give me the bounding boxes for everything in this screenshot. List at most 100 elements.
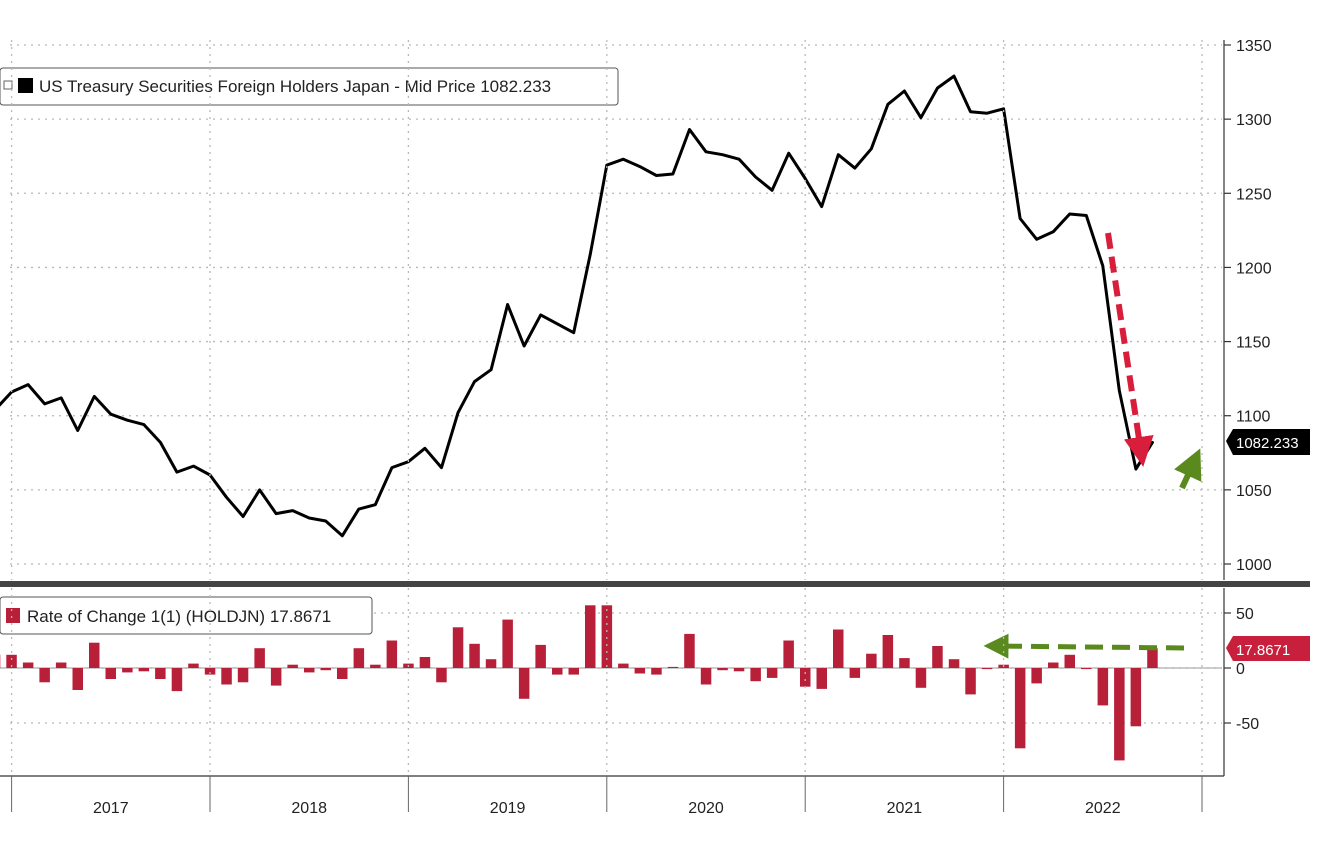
- roc-bar: [452, 627, 464, 668]
- roc-bar: [750, 668, 761, 682]
- roc-bar: [221, 668, 232, 685]
- roc-bar: [188, 663, 199, 668]
- roc-bar: [171, 668, 183, 692]
- price-legend-label: US Treasury Securities Foreign Holders J…: [39, 77, 551, 96]
- roc-bar: [915, 668, 927, 688]
- price-tick-label: 1050: [1236, 483, 1272, 500]
- roc-bar: [651, 668, 662, 675]
- roc-bar: [6, 654, 17, 668]
- roc-bar: [485, 659, 497, 668]
- roc-bar: [270, 668, 282, 686]
- price-legend: US Treasury Securities Foreign Holders J…: [0, 67, 619, 106]
- roc-bar: [1064, 654, 1075, 668]
- roc-legend-label: Rate of Change 1(1) (HOLDJN) 17.8671: [27, 607, 331, 626]
- roc-bar: [39, 668, 50, 683]
- flat-comparison-arrow-icon: [983, 633, 1185, 659]
- roc-bar: [1097, 668, 1109, 706]
- roc-bar: [667, 666, 679, 668]
- roc-bar: [254, 648, 265, 668]
- year-label: 2018: [291, 800, 327, 817]
- legend-swatch-price: [18, 78, 33, 93]
- roc-bar: [733, 668, 745, 672]
- roc-bar: [535, 644, 546, 668]
- panel-separator: [0, 581, 1310, 587]
- roc-bar: [1031, 668, 1042, 684]
- roc-bar: [122, 668, 133, 673]
- year-labels: 2017 2018 2019 2020 2021 2022: [93, 800, 1121, 817]
- roc-bar: [469, 643, 480, 668]
- roc-y-axis: -50 0 50: [1224, 606, 1259, 733]
- rate-of-change-panel: -50 0 50 Rate of Change 1(1) (HOLDJN) 17.8…: [0, 588, 1310, 776]
- roc-bar: [89, 642, 100, 668]
- year-label: 2022: [1085, 800, 1121, 817]
- roc-bar: [337, 668, 348, 679]
- roc-bar: [849, 668, 861, 678]
- roc-bar: [965, 668, 976, 695]
- roc-bar: [1014, 668, 1026, 749]
- roc-last-value-label: 17.8671: [1236, 642, 1290, 659]
- roc-bar: [22, 662, 34, 668]
- price-tick-label: 1300: [1236, 112, 1272, 129]
- roc-bar: [634, 668, 646, 674]
- roc-bar: [386, 640, 398, 668]
- roc-bar: [700, 668, 712, 685]
- roc-bar: [684, 633, 695, 668]
- roc-legend: Rate of Change 1(1) (HOLDJN) 17.8671: [0, 596, 373, 635]
- roc-bar: [138, 668, 150, 672]
- price-series-line: [0, 74, 1154, 538]
- roc-bar: [981, 668, 993, 670]
- roc-bar: [55, 662, 67, 668]
- roc-bar: [304, 668, 315, 673]
- roc-bar: [618, 663, 629, 668]
- price-tick-label: 1150: [1236, 335, 1271, 352]
- roc-tick-label: -50: [1236, 716, 1259, 733]
- roc-bar: [1147, 648, 1158, 668]
- roc-bar: [568, 668, 579, 675]
- roc-bar: [353, 648, 365, 668]
- roc-bar: [717, 668, 728, 671]
- roc-bar: [419, 657, 431, 668]
- roc-bar: [866, 653, 877, 668]
- roc-bar: [833, 629, 844, 668]
- roc-bar: [502, 619, 513, 668]
- roc-bar: [436, 668, 447, 683]
- year-label: 2021: [887, 800, 923, 817]
- roc-bar: [948, 659, 960, 668]
- roc-bar: [552, 668, 563, 675]
- roc-bar: [1114, 668, 1125, 761]
- roc-bar: [518, 668, 530, 699]
- roc-bar: [155, 668, 166, 679]
- year-label: 2017: [93, 800, 129, 817]
- roc-bar: [1130, 668, 1142, 727]
- price-tick-label: 1000: [1236, 557, 1272, 574]
- price-tick-label: 1200: [1236, 260, 1272, 277]
- roc-bar: [601, 605, 613, 668]
- roc-bar: [72, 668, 83, 690]
- roc-bar: [370, 664, 381, 668]
- rebound-arrow-icon: [1174, 448, 1202, 490]
- x-axis: 2017 2018 2019 2020 2021 2022: [0, 40, 1224, 817]
- year-label: 2019: [490, 800, 526, 817]
- price-tick-label: 1350: [1236, 38, 1272, 55]
- decline-arrow-icon: [1105, 232, 1154, 467]
- roc-bar: [783, 640, 794, 668]
- roc-bar: [1048, 662, 1059, 668]
- roc-bar: [766, 668, 778, 678]
- price-panel: 1000 1050 1100 1150 1200 1250 1300 1350 US Trea…: [0, 38, 1310, 580]
- roc-bars: [0, 605, 1158, 761]
- roc-bar: [320, 668, 331, 671]
- roc-bar: [816, 668, 827, 689]
- year-dividers: [10, 40, 1203, 812]
- roc-bar: [287, 664, 298, 668]
- roc-bar: [882, 635, 894, 668]
- price-tick-label: 1100: [1236, 409, 1271, 426]
- price-last-value-label: 1082.233: [1236, 435, 1299, 452]
- roc-bar: [932, 646, 943, 668]
- roc-tick-label: 0: [1236, 661, 1245, 678]
- roc-bar: [800, 668, 811, 687]
- year-label: 2020: [688, 800, 724, 817]
- roc-bar: [105, 668, 116, 679]
- roc-last-value-tag: 17.8671: [1226, 636, 1310, 661]
- price-tick-label: 1250: [1236, 186, 1272, 203]
